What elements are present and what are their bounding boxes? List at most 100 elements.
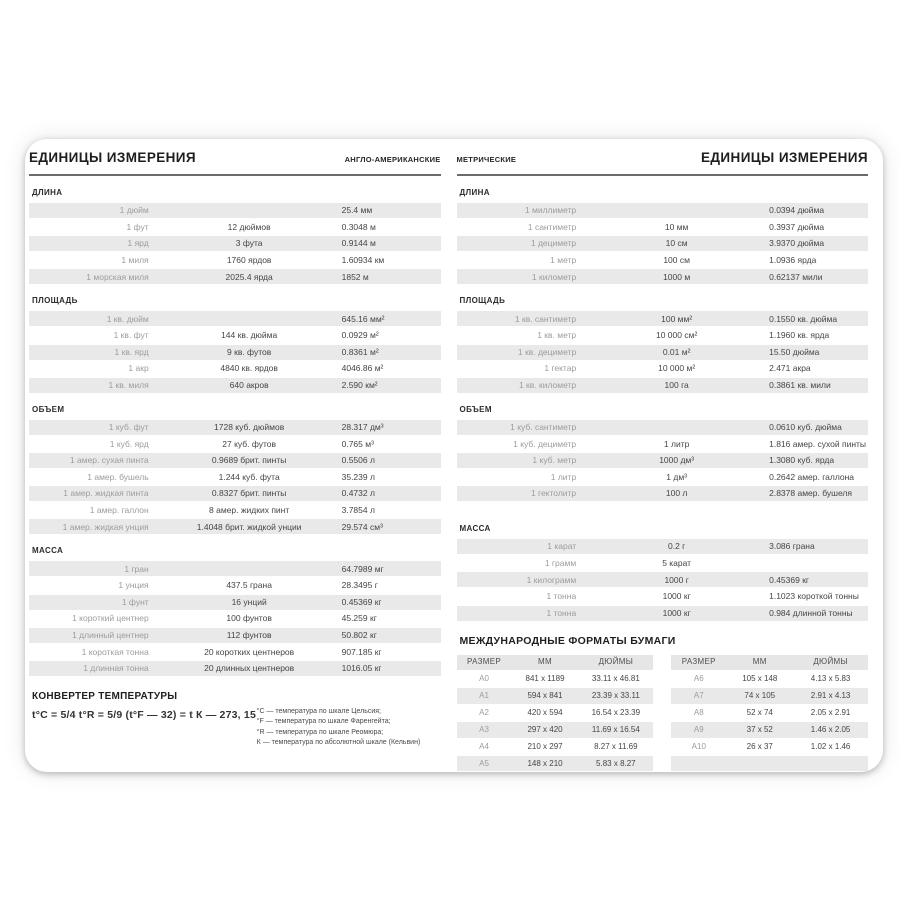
unit-cell: 1 амер. жидкая пинта [63,488,149,499]
unit-cell: 1 кв. дюйм [106,313,149,324]
table-row: 1 кв. метр 10 000 см² 1.1960 кв. ярда [457,328,869,343]
paper-row: A2 420 x 594 16.54 x 23.39 [457,705,654,721]
paper-row: A4 210 x 297 8.27 x 11.69 [457,739,654,755]
value-cell: 0.984 длинной тонны [769,607,853,618]
table-row: 1 кв. километр 100 га 0.3861 кв. мили [456,377,868,393]
equivalent-cell: 1.4048 брит. жидкой унции [196,521,302,532]
section-volume: ОБЪЕМ 1 куб. сантиметр 0.0610 куб. дюйма… [456,404,869,502]
table-row: 1 килограмм 1000 г 0.45369 кг [456,572,868,588]
paper-row: A8 52 x 74 2.05 x 2.91 [671,705,868,721]
mass-table: 1 гран 64.7989 мг 1 унция 437.5 грана 28… [29,561,441,676]
paper-formats-heading: МЕЖДУНАРОДНЫЕ ФОРМАТЫ БУМАГИ [459,634,676,647]
mm-cell: 841 x 1189 [525,674,565,684]
mm-cell: 210 x 297 [527,741,563,751]
paper-row: A6 105 x 148 4.13 x 5.83 [671,671,868,687]
table-row: 1 фунт 16 унций 0.45369 кг [29,594,441,610]
value-cell: 28.3495 г [341,580,378,591]
equivalent-cell: 12 дюймов [227,221,271,232]
table-row: 1 куб. фут 1728 куб. дюймов 28.317 дм³ [29,419,441,435]
unit-cell: 1 длинный центнер [72,629,149,640]
section-label: ОБЪЕМ [459,404,492,414]
value-cell: 0.9144 м [341,238,376,249]
paper-table-header: РАЗМЕР ММ ДЮЙМЫ [671,654,868,670]
unit-cell: 1 кв. километр [518,380,577,390]
value-cell: 25.4 мм [341,205,373,216]
size-cell: A3 [479,724,489,734]
value-cell: 1.1023 короткой тонны [769,591,859,602]
value-cell: 15.50 дюйма [769,346,820,357]
section-mass: МАССА 1 гран 64.7989 мг 1 унция 437.5 гр… [29,547,441,676]
inches-cell: 23.39 x 33.11 [591,691,640,701]
value-cell: 50.802 кг [341,629,377,640]
mm-cell: 148 x 210 [527,758,563,768]
value-cell: 0.0394 дюйма [769,205,825,216]
table-row: 1 амер. сухая пинта 0.9689 брит. пинты 0… [29,452,441,468]
paper-row: A1 594 x 841 23.39 x 33.11 [456,688,654,704]
section-length: ДЛИНА 1 дюйм 25.4 мм 1 фут 12 дюймов 0.3… [29,188,441,285]
value-cell: 907.185 кг [341,646,382,657]
mm-cell: 297 x 420 [527,724,563,734]
unit-cell: 1 грамм [544,557,577,568]
mm-cell: 52 x 74 [746,707,773,717]
unit-cell: 1 кв. фут [113,330,149,341]
unit-cell: 1 миля [121,255,149,266]
section-area: ПЛОЩАДЬ 1 кв. сантиметр 100 мм² 0.1550 к… [456,296,869,393]
temperature-converter: КОНВЕРТЕР ТЕМПЕРАТУРЫ t°C = 5/4 t°R = 5/… [29,691,441,749]
left-page-header: ЕДИНИЦЫ ИЗМЕРЕНИЯ АНГЛО-АМЕРИКАНСКИЕ [29,148,441,176]
value-cell: 0.62137 мили [769,271,823,282]
unit-cell: 1 морская миля [86,271,149,282]
equivalent-cell: 0.01 м² [662,346,691,357]
unit-cell: 1 ярд [127,238,149,249]
unit-cell: 1 литр [550,471,577,482]
value-cell: 1.0936 ярда [769,255,817,266]
table-row: 1 амер. жидкая пинта 0.8327 брит. пинты … [29,486,441,502]
value-cell: 0.3861 кв. мили [769,380,831,390]
table-row: 1 гектар 10 000 м² 2.471 акра [457,361,869,376]
equivalent-cell: 100 фунтов [226,613,272,624]
mm-cell: 74 x 105 [744,691,776,701]
reference-page-card: ЕДИНИЦЫ ИЗМЕРЕНИЯ АНГЛО-АМЕРИКАНСКИЕ ДЛИ… [25,139,883,772]
column-header-mm: ММ [752,657,767,667]
temperature-body: t°C = 5/4 t°R = 5/9 (t°F — 32) = t К — 2… [29,707,441,749]
value-cell: 28.317 дм³ [341,422,384,432]
value-cell: 0.0610 куб. дюйма [769,422,842,432]
right-page-header: МЕТРИЧЕСКИЕ ЕДИНИЦЫ ИЗМЕРЕНИЯ [456,148,868,176]
section-label: ДЛИНА [32,188,63,197]
unit-cell: 1 куб. метр [532,455,577,466]
value-cell: 35.239 л [341,471,375,482]
equivalent-cell: 9 кв. футов [227,346,272,357]
paper-row: A10 26 x 37 1.02 x 1.46 [671,739,868,755]
value-cell: 0.5506 л [341,455,375,466]
unit-cell: 1 унция [118,580,149,591]
equivalent-cell: 100 га [664,380,689,390]
table-row: 1 куб. дециметр 1 литр 1.816 амер. сухой… [457,436,869,451]
paper-table-a: РАЗМЕР ММ ДЮЙМЫ A0 841 x 1189 33.11 x 46… [456,654,654,773]
paper-row: A3 297 x 420 11.69 x 16.54 [456,722,654,738]
mm-cell: 105 x 148 [742,674,778,684]
section-area: ПЛОЩАДЬ 1 кв. дюйм 645.16 мм² 1 кв. фут … [29,297,441,393]
size-cell: A4 [479,741,489,751]
size-cell: A0 [479,674,489,684]
equivalent-cell: 1728 куб. дюймов [214,422,285,432]
unit-cell: 1 гран [124,563,149,574]
section-label: МАССА [459,524,491,534]
unit-cell: 1 карат [547,541,577,552]
inches-cell: 5.83 x 8.27 [596,758,636,768]
table-row: 1 тонна 1000 кг 1.1023 короткой тонны [457,589,869,604]
section-label: МАССА [32,546,64,556]
table-row: 1 кв. сантиметр 100 мм² 0.1550 кв. дюйма [456,311,868,327]
table-row: 1 куб. ярд 27 куб. футов 0.765 м³ [29,436,441,451]
value-cell: 0.4732 л [341,488,375,499]
table-row: 1 карат 0.2 г 3.086 грана [456,539,868,555]
unit-cell: 1 километр [531,271,577,282]
mass-table: 1 карат 0.2 г 3.086 грана 1 грамм 5 кара… [456,539,869,621]
equivalent-cell: 112 фунтов [226,629,272,640]
table-row: 1 дециметр 10 см 3.9370 дюйма [456,236,868,252]
size-cell: A10 [691,741,706,751]
table-row: 1 кв. дюйм 645.16 мм² [29,311,441,327]
unit-cell: 1 сантиметр [527,221,577,232]
column-header-mm: ММ [538,657,552,667]
equivalent-cell: 100 мм² [661,313,693,324]
temperature-note: °C — температура по шкале Цельсия; [256,707,381,715]
section-label: ПЛОЩАДЬ [459,296,506,306]
